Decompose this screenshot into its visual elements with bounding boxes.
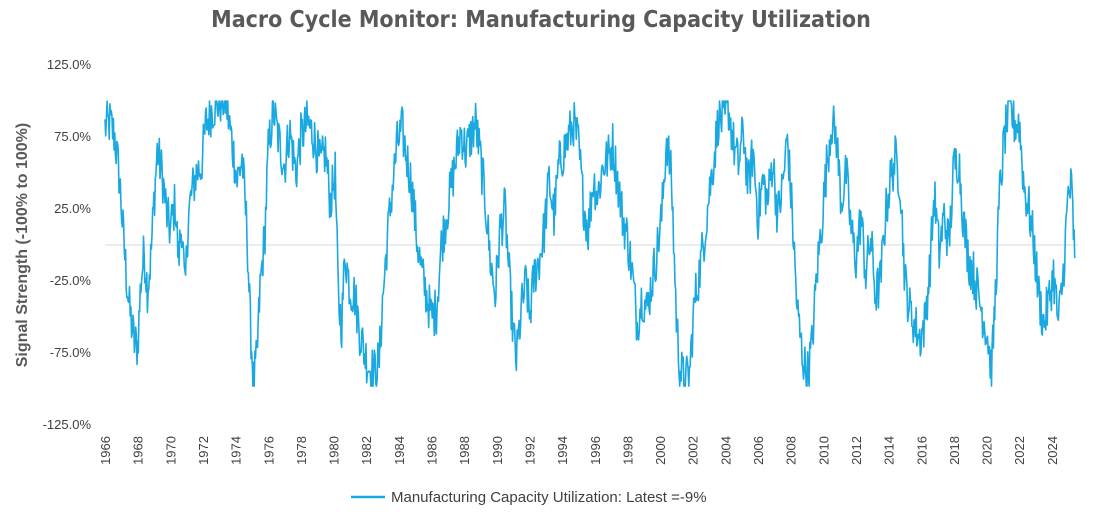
x-tick-label: 2024	[1045, 436, 1060, 465]
x-tick-label: 2022	[1012, 436, 1027, 465]
y-tick-labels: 125.0% 75.0% 25.0% -25.0% -75.0% -125.0%	[43, 57, 92, 432]
x-tick-label: 2020	[980, 436, 995, 465]
y-tick-label: 25.0%	[54, 201, 91, 216]
x-tick-label: 1966	[98, 436, 113, 465]
x-tick-label: 1986	[425, 436, 440, 465]
x-tick-label: 1992	[522, 436, 537, 465]
x-tick-label: 1980	[327, 436, 342, 465]
y-tick-label: 75.0%	[54, 129, 91, 144]
x-tick-label: 1990	[490, 436, 505, 465]
x-tick-label: 2014	[882, 436, 897, 465]
x-tick-label: 2000	[653, 436, 668, 465]
legend: Manufacturing Capacity Utilization: Late…	[351, 489, 707, 506]
y-axis-label: Signal Strength (-100% to 100%)	[14, 123, 31, 368]
x-tick-label: 1994	[555, 436, 570, 465]
y-tick-label: -125.0%	[43, 417, 92, 432]
legend-label: Manufacturing Capacity Utilization: Late…	[391, 489, 707, 506]
y-tick-label: 125.0%	[47, 57, 92, 72]
x-tick-label: 1996	[588, 436, 603, 465]
x-tick-label: 2006	[751, 436, 766, 465]
x-tick-label: 1982	[359, 436, 374, 465]
x-tick-label: 1984	[392, 436, 407, 465]
x-tick-label: 1976	[261, 436, 276, 465]
y-tick-label: -75.0%	[50, 345, 92, 360]
chart-title: Macro Cycle Monitor: Manufacturing Capac…	[211, 7, 871, 33]
x-tick-label: 2018	[947, 436, 962, 465]
x-tick-label: 1978	[294, 436, 309, 465]
x-tick-label: 1988	[457, 436, 472, 465]
x-tick-label: 2012	[849, 436, 864, 465]
x-tick-label: 2016	[914, 436, 929, 465]
x-tick-label: 1968	[131, 436, 146, 465]
x-tick-label: 2008	[784, 436, 799, 465]
x-tick-labels: 1966 1968 1970 1972 1974 1976 1978 1980 1982 1984…	[98, 436, 1060, 465]
x-tick-label: 1970	[163, 436, 178, 465]
y-tick-label: -25.0%	[50, 273, 92, 288]
series-line	[104, 100, 1076, 387]
x-tick-label: 2004	[718, 436, 733, 465]
x-tick-label: 1998	[620, 436, 635, 465]
x-tick-label: 1974	[229, 436, 244, 465]
x-tick-label: 1972	[196, 436, 211, 465]
x-tick-label: 2010	[816, 436, 831, 465]
x-tick-label: 2002	[686, 436, 701, 465]
